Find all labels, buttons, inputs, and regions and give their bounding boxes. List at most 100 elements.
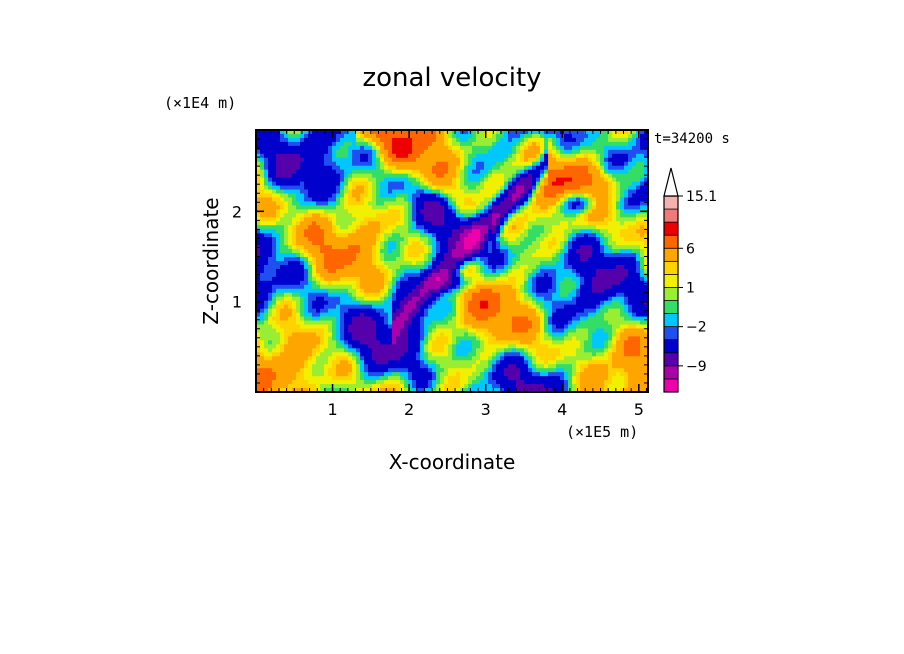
- heatmap-cell: [644, 268, 648, 274]
- heatmap-cell: [588, 213, 593, 218]
- heatmap-cell: [400, 181, 405, 187]
- heatmap-cell: [436, 324, 441, 330]
- heatmap-cell: [268, 237, 273, 242]
- heatmap-cell: [292, 324, 297, 330]
- heatmap-cell: [416, 189, 421, 195]
- heatmap-cell: [408, 181, 413, 187]
- heatmap-cell: [572, 320, 577, 326]
- heatmap-cell: [644, 276, 648, 282]
- heatmap-cell: [592, 241, 597, 246]
- heatmap-cell: [328, 320, 333, 326]
- heatmap-cell: [292, 173, 297, 179]
- heatmap-cell: [280, 161, 285, 167]
- heatmap-cell: [576, 181, 581, 187]
- heatmap-cell: [276, 165, 281, 171]
- heatmap-cell: [536, 229, 541, 234]
- heatmap-cell: [644, 217, 648, 222]
- heatmap-cell: [572, 153, 577, 159]
- heatmap-cell: [468, 288, 473, 294]
- heatmap-cell: [484, 217, 489, 222]
- heatmap-cell: [272, 324, 277, 330]
- heatmap-cell: [256, 237, 261, 242]
- heatmap-cell: [448, 320, 453, 326]
- heatmap-cell: [348, 225, 353, 230]
- heatmap-cell: [276, 181, 281, 187]
- heatmap-cell: [348, 177, 353, 183]
- heatmap-cell: [292, 276, 297, 282]
- heatmap-cell: [632, 241, 637, 246]
- heatmap-cell: [620, 133, 625, 139]
- heatmap-cell: [584, 145, 589, 151]
- heatmap-cell: [504, 241, 509, 246]
- heatmap-cell: [424, 169, 429, 175]
- heatmap-cell: [340, 280, 345, 286]
- heatmap-cell: [328, 209, 333, 214]
- heatmap-cell: [404, 141, 409, 147]
- heatmap-cell: [400, 245, 405, 250]
- heatmap-cell: [564, 284, 569, 290]
- heatmap-cell: [288, 189, 293, 195]
- heatmap-cell: [312, 141, 317, 147]
- heatmap-cell: [452, 261, 457, 266]
- heatmap-cell: [340, 161, 345, 167]
- heatmap-cell: [324, 233, 329, 238]
- heatmap-cell: [296, 145, 301, 151]
- heatmap-cell: [592, 201, 597, 207]
- heatmap-cell: [560, 145, 565, 151]
- heatmap-cell: [296, 221, 301, 226]
- heatmap-cell: [608, 145, 613, 151]
- heatmap-cell: [520, 173, 525, 179]
- heatmap-cell: [588, 189, 593, 195]
- heatmap-cell: [376, 245, 381, 250]
- heatmap-cell: [416, 181, 421, 187]
- heatmap-cell: [416, 133, 421, 139]
- heatmap-cell: [336, 304, 341, 310]
- heatmap-cell: [336, 213, 341, 218]
- heatmap-cell: [336, 257, 341, 262]
- heatmap-cell: [424, 153, 429, 159]
- heatmap-cell: [368, 241, 373, 246]
- heatmap-cell: [352, 284, 357, 290]
- heatmap-cell: [308, 253, 313, 258]
- heatmap-cell: [436, 316, 441, 322]
- heatmap-cell: [584, 137, 589, 143]
- heatmap-cell: [596, 280, 601, 286]
- heatmap-cell: [508, 328, 513, 334]
- heatmap-cell: [380, 312, 385, 318]
- heatmap-cell: [500, 225, 505, 230]
- heatmap-cell: [424, 229, 429, 234]
- heatmap-cell: [628, 165, 633, 171]
- heatmap-cell: [420, 316, 425, 322]
- heatmap-cell: [336, 197, 341, 203]
- heatmap-cell: [568, 181, 573, 187]
- heatmap-cell: [544, 241, 549, 246]
- heatmap-cell: [324, 276, 329, 282]
- heatmap-cell: [280, 296, 285, 302]
- heatmap-cell: [560, 221, 565, 226]
- heatmap-cell: [584, 296, 589, 302]
- heatmap-cell: [536, 173, 541, 179]
- heatmap-cell: [480, 225, 485, 230]
- heatmap-cell: [300, 253, 305, 258]
- heatmap-cell: [492, 153, 497, 159]
- heatmap-cell: [588, 304, 593, 310]
- heatmap-cell: [580, 237, 585, 242]
- heatmap-cell: [328, 153, 333, 159]
- heatmap-cell: [468, 165, 473, 171]
- heatmap-cell: [436, 308, 441, 314]
- heatmap-cell: [564, 205, 569, 210]
- heatmap-cell: [584, 149, 589, 155]
- heatmap-cell: [504, 261, 509, 266]
- heatmap-cell: [412, 133, 417, 139]
- heatmap-cell: [388, 300, 393, 306]
- heatmap-cell: [328, 237, 333, 242]
- heatmap-cell: [536, 213, 541, 218]
- heatmap-cell: [552, 264, 557, 270]
- heatmap-cell: [320, 308, 325, 314]
- heatmap-cell: [320, 253, 325, 258]
- heatmap-cell: [472, 225, 477, 230]
- heatmap-cell: [464, 229, 469, 234]
- heatmap-cell: [384, 185, 389, 191]
- heatmap-cell: [324, 264, 329, 270]
- heatmap-cell: [440, 276, 445, 282]
